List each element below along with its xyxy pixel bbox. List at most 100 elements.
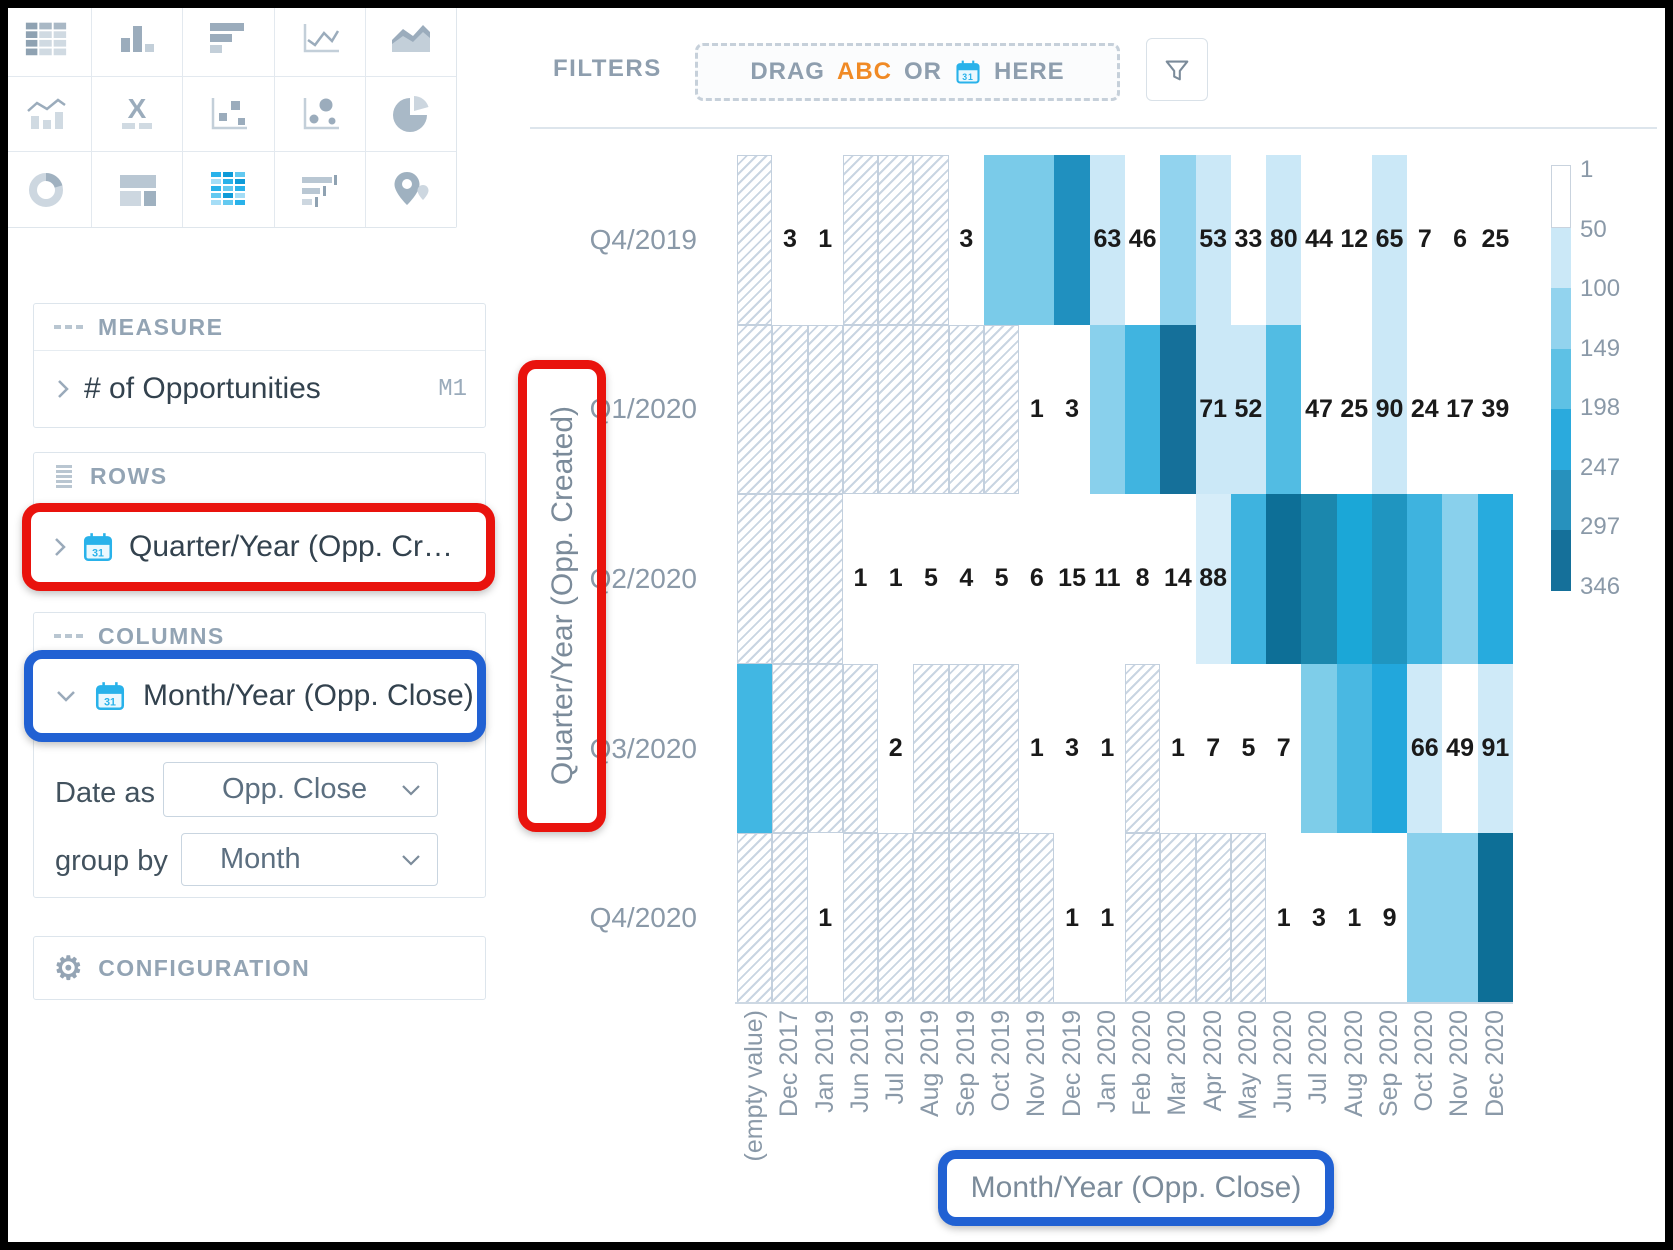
heatmap-cell[interactable] bbox=[1442, 494, 1478, 664]
heatmap-cell[interactable]: 1 bbox=[842, 494, 879, 664]
heatmap-cell[interactable]: 1 bbox=[1019, 324, 1055, 495]
heatmap-cell[interactable]: 15 bbox=[1054, 494, 1090, 664]
heatmap-cell[interactable] bbox=[842, 663, 879, 834]
heatmap-cell[interactable]: 1 bbox=[1019, 663, 1055, 834]
combo-chart-icon[interactable] bbox=[1, 76, 92, 152]
rows-item[interactable]: 31 Quarter/Year (Opp. Cr… bbox=[31, 512, 486, 582]
heatmap-cell[interactable]: 1 bbox=[1089, 833, 1125, 1003]
heatmap-cell[interactable] bbox=[878, 833, 914, 1003]
heatmap-cell[interactable] bbox=[1160, 324, 1196, 495]
heatmap-cell[interactable] bbox=[1125, 324, 1161, 495]
scatter-plot-icon[interactable] bbox=[183, 76, 274, 152]
heatmap-cell[interactable] bbox=[948, 324, 984, 495]
heatmap-cell[interactable]: 14 bbox=[1160, 494, 1196, 664]
heatmap-cell[interactable] bbox=[913, 324, 949, 495]
heatmap-cell[interactable]: 66 bbox=[1407, 663, 1443, 834]
heatmap-cell[interactable]: 65 bbox=[1371, 155, 1408, 325]
heatmap-cell[interactable] bbox=[772, 324, 808, 495]
heatmap-cell[interactable]: 1 bbox=[1089, 663, 1125, 834]
heatmap-cell[interactable] bbox=[737, 494, 773, 664]
heatmap-cell[interactable]: 11 bbox=[1089, 494, 1125, 664]
heatmap-cell[interactable] bbox=[842, 324, 879, 495]
donut-chart-icon[interactable] bbox=[1, 152, 92, 227]
heatmap-cell[interactable]: 6 bbox=[1442, 155, 1478, 325]
heatmap-cell[interactable]: 7 bbox=[1195, 663, 1231, 834]
filters-dropzone[interactable]: DRAG ABC OR 31 HERE bbox=[695, 43, 1120, 101]
heatmap-cell[interactable] bbox=[878, 324, 914, 495]
heatmap-cell[interactable]: 1 bbox=[1160, 663, 1196, 834]
heatmap-cell[interactable]: 49 bbox=[1442, 663, 1478, 834]
heatmap-cell[interactable] bbox=[1442, 833, 1478, 1003]
group-by-select[interactable]: Month bbox=[181, 833, 438, 886]
heatmap-cell[interactable] bbox=[772, 494, 808, 664]
heatmap-cell[interactable] bbox=[1089, 324, 1125, 495]
heatmap-cell[interactable] bbox=[948, 833, 984, 1003]
date-as-select[interactable]: Opp. Close bbox=[163, 762, 438, 817]
heatmap-cell[interactable] bbox=[1336, 494, 1372, 664]
heatmap-cell[interactable]: 1 bbox=[1336, 833, 1372, 1003]
heatmap-cell[interactable] bbox=[1407, 494, 1443, 664]
heatmap-cell[interactable]: 1 bbox=[878, 494, 914, 664]
heatmap-cell[interactable]: 63 bbox=[1089, 155, 1125, 325]
heatmap-cell[interactable] bbox=[1371, 663, 1408, 834]
heatmap-cell[interactable]: 9 bbox=[1371, 833, 1408, 1003]
column-chart-icon[interactable] bbox=[92, 1, 183, 76]
measure-item[interactable]: # of Opportunities M1 bbox=[34, 351, 485, 427]
heatmap-cell[interactable] bbox=[983, 324, 1020, 495]
filter-button[interactable] bbox=[1146, 38, 1208, 101]
heatmap-cell[interactable]: 7 bbox=[1407, 155, 1443, 325]
heatmap-cell[interactable] bbox=[1301, 494, 1337, 664]
heatmap-cell[interactable]: 5 bbox=[983, 494, 1020, 664]
heatmap-cell[interactable]: 1 bbox=[807, 833, 843, 1003]
heatmap-cell[interactable]: 1 bbox=[1266, 833, 1302, 1003]
heatmap-cell[interactable] bbox=[913, 155, 949, 325]
heatmap-cell[interactable]: 80 bbox=[1266, 155, 1302, 325]
heatmap-cell[interactable] bbox=[1477, 833, 1513, 1003]
heatmap-cell[interactable]: 71 bbox=[1195, 324, 1231, 495]
heatmap-cell[interactable]: 1 bbox=[1054, 833, 1090, 1003]
heatmap-cell[interactable]: 3 bbox=[1301, 833, 1337, 1003]
heatmap-cell[interactable]: 47 bbox=[1301, 324, 1337, 495]
line-chart-icon[interactable] bbox=[274, 1, 365, 76]
bullet-chart-icon[interactable] bbox=[274, 152, 365, 227]
chevron-down-icon[interactable] bbox=[55, 689, 77, 703]
configuration-section[interactable]: ⚙ CONFIGURATION bbox=[33, 936, 486, 1000]
heatmap-cell[interactable]: 3 bbox=[1054, 324, 1090, 495]
heatmap-cell[interactable] bbox=[1266, 324, 1302, 495]
heatmap-cell[interactable]: 90 bbox=[1371, 324, 1408, 495]
heatmap-cell[interactable] bbox=[913, 663, 949, 834]
heatmap-cell[interactable]: 5 bbox=[1230, 663, 1267, 834]
heatmap-cell[interactable]: 88 bbox=[1195, 494, 1231, 664]
heatmap-cell[interactable]: 7 bbox=[1266, 663, 1302, 834]
heatmap-cell[interactable] bbox=[983, 155, 1020, 325]
heatmap-cell[interactable]: 8 bbox=[1125, 494, 1161, 664]
area-chart-icon[interactable] bbox=[365, 1, 456, 76]
heatmap-icon[interactable] bbox=[183, 152, 274, 227]
heatmap-cell[interactable] bbox=[772, 833, 808, 1003]
heatmap-cell[interactable]: 17 bbox=[1442, 324, 1478, 495]
heatmap-cell[interactable] bbox=[737, 324, 773, 495]
bubble-chart-icon[interactable] bbox=[274, 76, 365, 152]
heatmap-cell[interactable]: 46 bbox=[1125, 155, 1161, 325]
heatmap-cell[interactable] bbox=[807, 324, 843, 495]
heatmap-cell[interactable] bbox=[1266, 494, 1302, 664]
heatmap-cell[interactable] bbox=[807, 494, 843, 664]
treemap-icon[interactable] bbox=[92, 152, 183, 227]
heatmap-cell[interactable] bbox=[1301, 663, 1337, 834]
heatmap-cell[interactable] bbox=[842, 833, 879, 1003]
geo-pushpin-icon[interactable] bbox=[365, 152, 456, 227]
heatmap-cell[interactable] bbox=[948, 663, 984, 834]
pie-chart-icon[interactable] bbox=[365, 76, 456, 152]
heatmap-cell[interactable] bbox=[983, 663, 1020, 834]
heatmap-cell[interactable] bbox=[1019, 155, 1055, 325]
heatmap-cell[interactable] bbox=[913, 833, 949, 1003]
headline-icon[interactable]: X bbox=[92, 76, 183, 152]
heatmap-cell[interactable] bbox=[1195, 833, 1231, 1003]
heatmap-cell[interactable]: 1 bbox=[807, 155, 843, 325]
heatmap-cell[interactable]: 91 bbox=[1477, 663, 1513, 834]
heatmap-cell[interactable]: 2 bbox=[878, 663, 914, 834]
heatmap-cell[interactable] bbox=[737, 833, 773, 1003]
heatmap-cell[interactable]: 3 bbox=[948, 155, 984, 325]
heatmap-cell[interactable] bbox=[1336, 663, 1372, 834]
heatmap-cell[interactable] bbox=[1125, 663, 1161, 834]
